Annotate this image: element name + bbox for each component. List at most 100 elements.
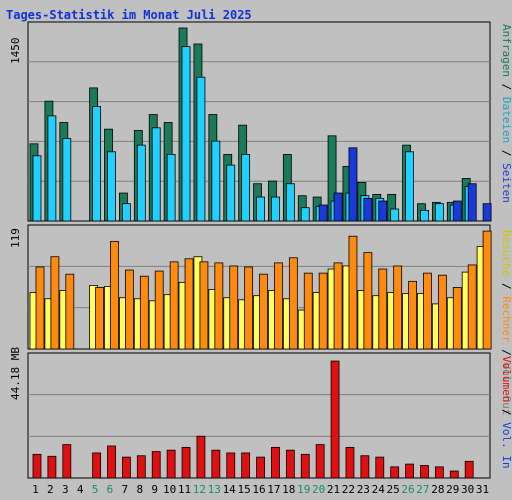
rechner-bar	[452, 287, 462, 350]
volumen-bar	[181, 446, 191, 479]
volumen-bar	[47, 455, 57, 479]
day-label: 24	[372, 483, 386, 496]
rechner-bar	[259, 273, 268, 350]
day-label: 20	[312, 483, 325, 496]
day-label: 31	[476, 483, 489, 496]
legend-part: Volumen	[500, 356, 512, 402]
top-ymax-label: 1450	[9, 38, 22, 65]
rechner-bar	[303, 272, 313, 350]
volumen-bar	[315, 444, 325, 479]
dateien-bar	[62, 138, 72, 222]
day-label: 16	[252, 483, 265, 496]
rechner-bar	[378, 268, 388, 350]
day-label: 2	[47, 483, 54, 496]
volumen-bar	[107, 445, 116, 479]
day-label: 8	[136, 483, 143, 496]
rechner-bar	[65, 273, 75, 350]
rechner-bar	[35, 266, 45, 350]
rechner-bar	[318, 272, 328, 350]
rechner-bar	[125, 269, 134, 350]
volumen-bar	[285, 449, 295, 479]
rechner-bar	[467, 264, 477, 350]
day-label: 11	[178, 483, 191, 496]
bottom-legend: Volumen / Vol. In	[500, 356, 512, 469]
day-label: 5	[92, 483, 99, 496]
dateien-bar	[405, 151, 414, 222]
rechner-bar	[244, 266, 254, 350]
volumen-bar	[62, 444, 72, 479]
rechner-bar	[50, 256, 60, 350]
volumen-bar	[449, 470, 459, 479]
dateien-bar	[181, 46, 191, 222]
day-axis-labels: 1 2 3 4 5 6 7 8 9 10 11 12 13 14 15 16 17 18 19 20 21 22 23 24 2…	[32, 483, 489, 496]
dateien-bar	[122, 203, 131, 222]
volumen-bar	[256, 456, 265, 479]
volumen-bar	[136, 455, 146, 479]
seiten-bar	[467, 183, 477, 222]
legend-part: Vol. Out	[500, 362, 512, 415]
legend-part: /	[500, 402, 512, 422]
day-label: 30	[461, 483, 474, 496]
legend-part: Besuche	[500, 230, 512, 276]
legend-part: Seiten	[500, 163, 512, 203]
day-label: 10	[163, 483, 176, 496]
day-label: 6	[107, 483, 114, 496]
seiten-bar	[363, 197, 373, 222]
volumen-bar	[330, 360, 340, 479]
dateien-bar	[226, 164, 236, 222]
volumen-bar	[300, 453, 310, 479]
day-label: 18	[282, 483, 295, 496]
day-label: 14	[223, 483, 237, 496]
volumen-bar	[390, 466, 400, 479]
legend-part: /	[500, 77, 512, 97]
volumen-bar	[271, 446, 280, 479]
rechner-bar	[229, 265, 239, 350]
dateien-bar	[92, 106, 102, 222]
day-label: 27	[416, 483, 429, 496]
day-label: 1	[32, 483, 39, 496]
rechner-bar	[154, 270, 164, 350]
dateien-bar	[107, 151, 116, 222]
volumen-bar	[405, 463, 414, 479]
dateien-bar	[420, 209, 429, 222]
day-label: 9	[151, 483, 158, 496]
dateien-bar	[47, 115, 57, 222]
day-label: 28	[431, 483, 444, 496]
legend-part: /	[500, 276, 512, 296]
daily-volume-panel	[27, 352, 491, 479]
rechner-bar	[333, 262, 343, 350]
day-label: 4	[77, 483, 84, 496]
day-label: 12	[193, 483, 206, 496]
rechner-bar	[348, 235, 358, 350]
rechner-bar	[482, 230, 492, 350]
dateien-bar	[166, 154, 176, 222]
volumen-bar	[434, 466, 444, 479]
day-label: 25	[387, 483, 400, 496]
middle-ymax-label: 119	[9, 228, 22, 248]
volumen-bar	[32, 453, 42, 479]
dateien-bar	[151, 127, 161, 222]
rechner-bar	[95, 287, 105, 350]
seiten-bar	[348, 147, 358, 222]
seiten-bar	[378, 200, 388, 222]
legend-part: Dateien	[500, 97, 512, 143]
rechner-bar	[110, 240, 119, 350]
day-label: 23	[357, 483, 370, 496]
day-label: 15	[237, 483, 250, 496]
volumen-bar	[196, 435, 206, 479]
rechner-bar	[363, 252, 373, 350]
volumen-bar	[151, 451, 161, 479]
rechner-bar	[274, 262, 283, 350]
rechner-bar	[408, 280, 417, 350]
dateien-bar	[211, 140, 221, 222]
rechner-bar	[139, 275, 149, 350]
rechner-bar	[423, 272, 432, 350]
top-legend: Anfragen / Dateien / Seiten	[500, 24, 512, 203]
seiten-bar	[452, 200, 462, 222]
legend-part: Rechner	[500, 296, 512, 343]
dateien-bar	[285, 183, 295, 222]
volumen-bar	[345, 446, 355, 479]
day-label: 3	[62, 483, 69, 496]
